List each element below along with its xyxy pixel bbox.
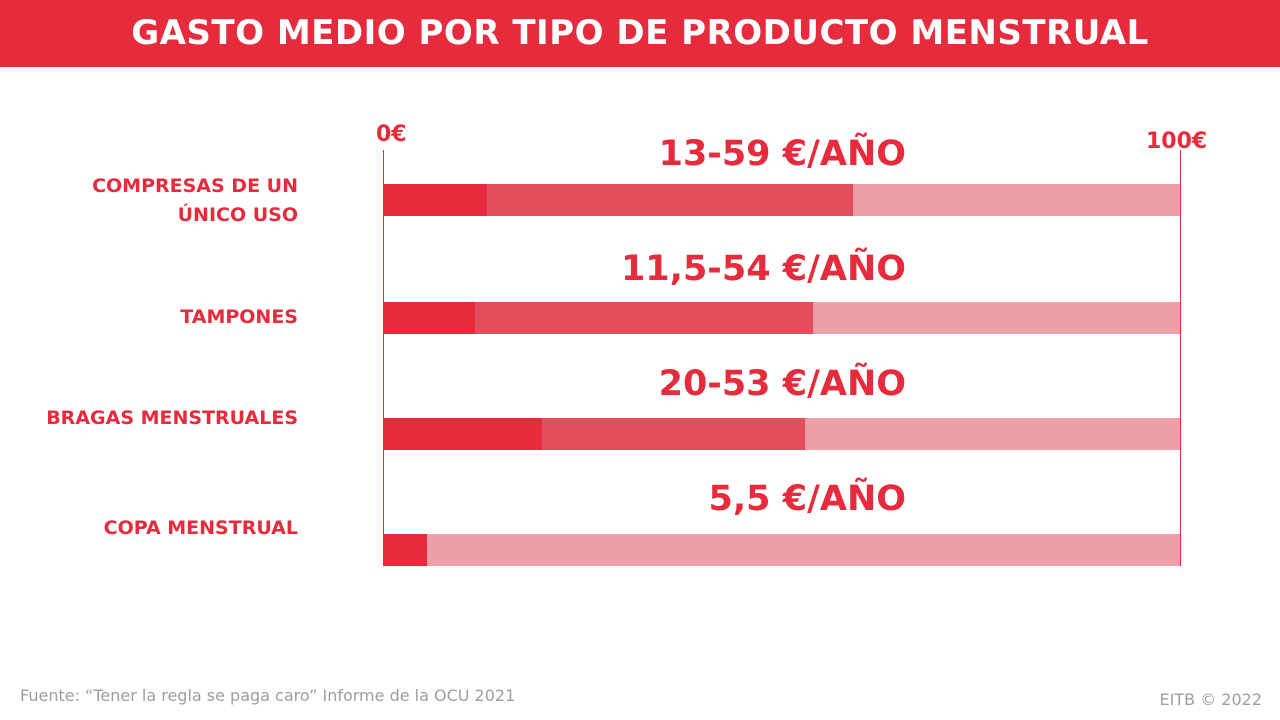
axis-max-label: 100€ bbox=[1146, 129, 1208, 154]
bar-range-segment-tampones bbox=[474, 302, 814, 334]
bar-track-tampones bbox=[383, 302, 1180, 334]
title-banner bbox=[0, 0, 1280, 67]
range-label-bragas: 20-53 €/AÑO bbox=[658, 364, 906, 404]
bar-min-segment-tampones bbox=[383, 302, 475, 334]
bar-min-segment-copa bbox=[383, 534, 427, 566]
axis-line-right bbox=[1180, 150, 1181, 566]
range-label-copa: 5,5 €/AÑO bbox=[708, 479, 906, 519]
row-label-tampones: TAMPONES bbox=[180, 306, 298, 328]
bar-min-segment-compresas bbox=[383, 184, 487, 216]
copyright-credit: EITB © 2022 bbox=[1159, 690, 1262, 709]
source-note: Fuente: “Tener la regla se paga caro” In… bbox=[20, 686, 516, 705]
row-label-copa: COPA MENSTRUAL bbox=[103, 517, 298, 539]
bar-range-segment-compresas bbox=[486, 184, 854, 216]
bar-track-bragas bbox=[383, 418, 1180, 450]
row-label-bragas: BRAGAS MENSTRUALES bbox=[46, 407, 298, 429]
bar-range-segment-bragas bbox=[542, 418, 806, 450]
chart-title: GASTO MEDIO POR TIPO DE PRODUCTO MENSTRU… bbox=[131, 13, 1149, 53]
bar-min-segment-bragas bbox=[383, 418, 543, 450]
axis-line-left bbox=[383, 150, 384, 566]
bar-track-copa bbox=[383, 534, 1180, 566]
range-label-tampones: 11,5-54 €/AÑO bbox=[620, 249, 906, 289]
axis-min-label: 0€ bbox=[376, 122, 407, 147]
bar-track-compresas bbox=[383, 184, 1180, 216]
row-label-compresas: COMPRESAS DE UN ÚNICO USO bbox=[92, 175, 298, 226]
range-label-compresas: 13-59 €/AÑO bbox=[658, 134, 906, 174]
